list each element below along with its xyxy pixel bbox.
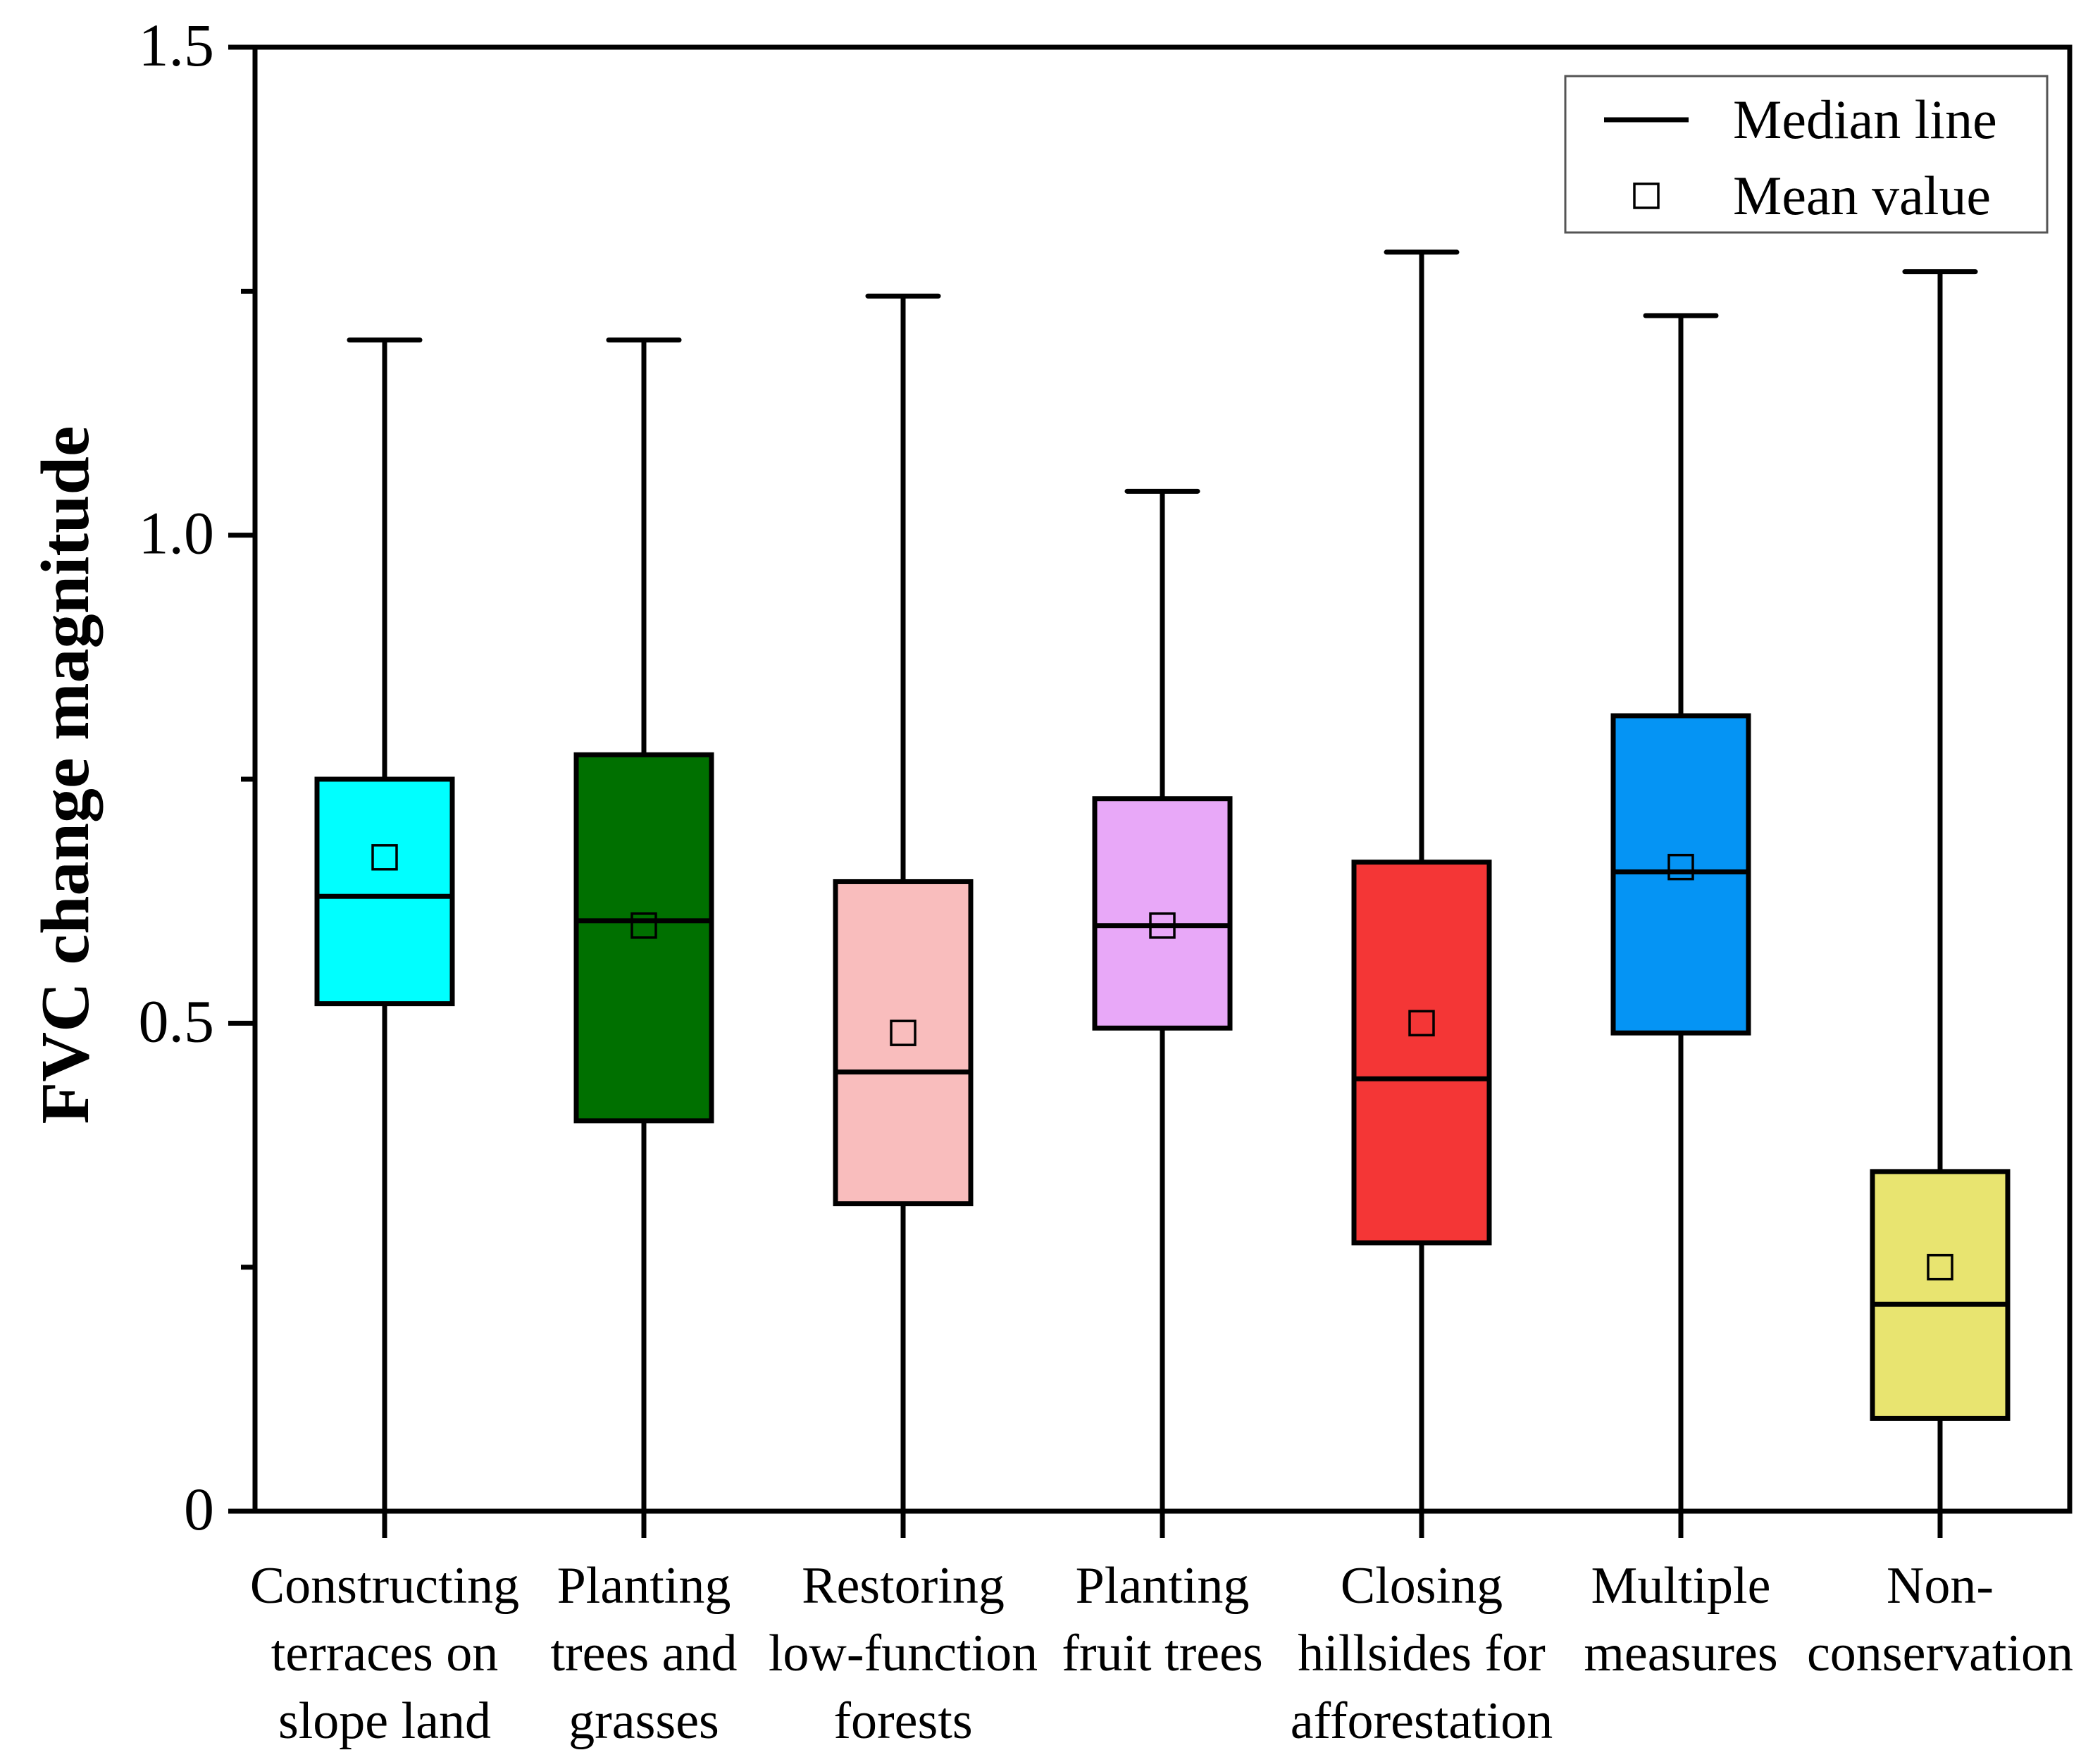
box-group	[1092, 488, 1233, 1511]
boxes-layer	[314, 249, 2011, 1511]
box	[1870, 1169, 2011, 1421]
legend: Median line Mean value	[1564, 75, 2049, 234]
x-tick-label-line: Planting	[557, 1557, 731, 1615]
y-tick-label: 1.0	[139, 500, 215, 567]
x-tick-label-line: Non-	[1887, 1557, 1994, 1615]
x-tick-label-line: Restoring	[802, 1557, 1005, 1615]
x-tick-label-line: hillsides for	[1298, 1625, 1545, 1682]
y-tick-label: 1.5	[139, 11, 215, 79]
legend-label: Median line	[1733, 89, 1997, 150]
x-tick-label: Multiple measures	[1584, 1557, 1777, 1682]
legend-mean-square-icon	[1633, 182, 1660, 209]
y-axis-title: FVC change magnitude	[27, 426, 104, 1124]
y-tick-label: 0	[184, 1475, 214, 1543]
x-tick-label: Closing hillsides for afforestation	[1291, 1557, 1553, 1750]
x-tick-label: Non-conservation	[1807, 1557, 2073, 1682]
y-tick-label: 0.5	[139, 987, 215, 1055]
legend-box	[1564, 75, 2049, 234]
x-tick-label-line: trees and	[550, 1625, 737, 1682]
box-group	[833, 293, 974, 1511]
box	[314, 776, 455, 1007]
mean-marker	[1149, 912, 1176, 939]
legend-label: Mean value	[1733, 165, 1991, 226]
x-tick-label: Planting trees and grasses	[550, 1557, 737, 1750]
x-tick-label: Planting fruit trees	[1062, 1557, 1263, 1682]
mean-marker	[1927, 1253, 1953, 1281]
x-tick-label-line: grasses	[569, 1692, 719, 1750]
box-group	[1610, 313, 1751, 1511]
x-tick-label-line: fruit trees	[1062, 1625, 1263, 1682]
mean-marker	[371, 844, 398, 871]
x-tick-label-line: terraces on	[271, 1625, 499, 1682]
box-group	[1870, 269, 2011, 1511]
x-tick-label-line: Multiple	[1591, 1557, 1771, 1615]
box	[1351, 860, 1492, 1246]
x-tick-label-line: forests	[833, 1692, 972, 1750]
box-group	[1351, 249, 1492, 1511]
x-tick-label-line: slope land	[278, 1692, 491, 1750]
box-group	[314, 337, 455, 1511]
box-group	[573, 337, 714, 1511]
mean-marker	[890, 1019, 917, 1046]
x-tick-label: Restoring low-function forests	[769, 1557, 1038, 1750]
mean-marker	[630, 912, 657, 939]
axes-layer: Constructing terraces on slope land Plantin…	[139, 11, 2074, 1750]
x-tick-label-line: Planting	[1076, 1557, 1250, 1615]
x-tick-label-line: low-function	[769, 1625, 1038, 1682]
x-tick-label-line: afforestation	[1291, 1692, 1553, 1750]
x-tick-label-line: conservation	[1807, 1625, 2073, 1682]
x-tick-label-line: Constructing	[250, 1557, 519, 1615]
mean-marker	[1667, 853, 1694, 881]
x-tick-label: Constructing terraces on slope land	[250, 1557, 519, 1750]
mean-marker	[1408, 1010, 1435, 1037]
x-tick-label-line: measures	[1584, 1625, 1777, 1682]
box	[833, 879, 974, 1207]
x-tick-label-line: Closing	[1341, 1557, 1503, 1615]
